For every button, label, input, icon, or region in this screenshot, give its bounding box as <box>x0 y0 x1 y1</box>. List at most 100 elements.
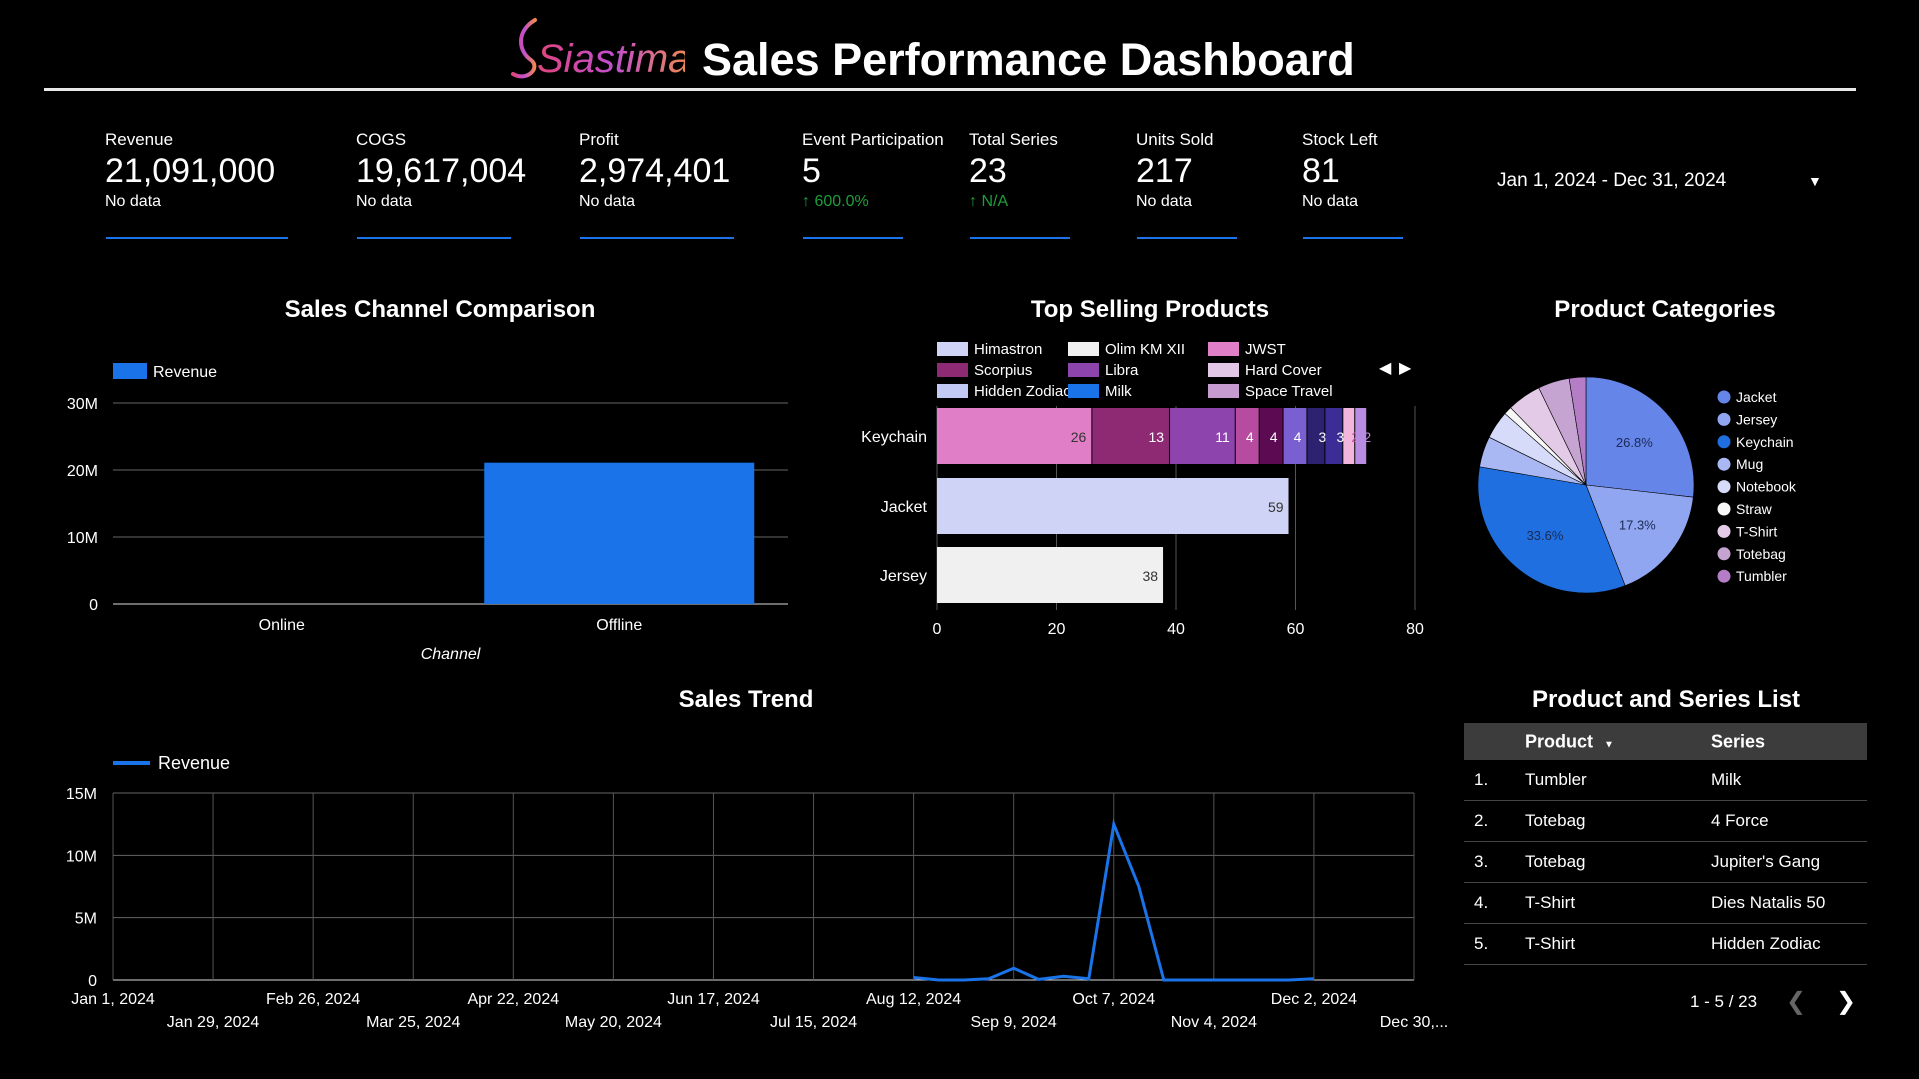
row-number: 4. <box>1474 893 1489 912</box>
x-tick-label: Offline <box>596 617 642 634</box>
kpi-stock-left: Stock Left 81 No data <box>1302 130 1403 239</box>
data-label: 2 <box>1363 429 1371 445</box>
kpi-value: 21,091,000 <box>105 152 276 190</box>
legend-label: JWST <box>1245 341 1286 358</box>
y-tick-label: 15M <box>66 786 97 803</box>
product-cell: Totebag <box>1525 852 1586 871</box>
x-tick-label: 0 <box>933 621 942 638</box>
x-tick-label: Jan 29, 2024 <box>167 1014 260 1031</box>
x-tick-label: 80 <box>1406 621 1424 638</box>
kpi-sparkline <box>357 237 511 239</box>
kpi-label: Revenue <box>105 130 174 149</box>
legend-label: Totebag <box>1736 546 1786 562</box>
y-tick-label: 0 <box>89 597 98 614</box>
kpi-value: 5 <box>802 152 821 190</box>
legend-dot <box>1717 524 1731 538</box>
table-row[interactable]: 4. T-Shirt Dies Natalis 50 <box>1464 883 1867 924</box>
legend-label: Straw <box>1736 501 1773 517</box>
legend-label: Keychain <box>1736 434 1794 450</box>
row-number: 2. <box>1474 811 1489 830</box>
table-row[interactable]: 3. Totebag Jupiter's Gang <box>1464 842 1867 883</box>
chevron-left-icon[interactable]: ❮ <box>1786 988 1807 1015</box>
legend-label: Jacket <box>1736 389 1777 405</box>
data-label: 59 <box>1268 499 1284 515</box>
list-title: Product and Series List <box>1531 686 1801 713</box>
x-tick-label: 40 <box>1167 621 1185 638</box>
kpi-comparison: No data <box>579 193 636 210</box>
x-tick-label: Apr 22, 2024 <box>467 991 559 1008</box>
table-row[interactable]: 1. Tumbler Milk <box>1464 760 1867 801</box>
legend-label: Milk <box>1105 383 1132 400</box>
legend-label: Libra <box>1105 362 1139 379</box>
kpi-sparkline <box>1303 237 1403 239</box>
legend-dot <box>1717 457 1731 471</box>
pie-slice-jersey <box>1585 484 1694 587</box>
legend-label: Hidden Zodiac <box>974 383 1071 400</box>
page-title: Sales Performance Dashboard <box>702 34 1355 85</box>
legend-label: Olim KM XII <box>1105 341 1185 358</box>
legend-swatch <box>1068 342 1099 356</box>
x-tick-label: May 20, 2024 <box>565 1014 662 1031</box>
product-cell: Totebag <box>1525 811 1586 830</box>
kpi-sparkline <box>106 237 288 239</box>
chevron-right-icon[interactable]: ❯ <box>1836 988 1857 1015</box>
slice-label: 17.3% <box>1619 518 1656 533</box>
table-row[interactable]: 5. T-Shirt Hidden Zodiac <box>1464 924 1867 965</box>
kpi-value: 19,617,004 <box>356 152 527 190</box>
kpi-value: 23 <box>969 152 1007 190</box>
kpi-label: Profit <box>579 130 619 149</box>
kpi-comparison: No data <box>1136 193 1193 210</box>
legend-label: Mug <box>1736 456 1763 472</box>
kpi-sparkline <box>1137 237 1237 239</box>
series-cell: Dies Natalis 50 <box>1711 893 1826 912</box>
legend-swatch <box>937 384 968 398</box>
legend-label: Space Travel <box>1245 383 1333 400</box>
legend-swatch-revenue <box>113 363 147 379</box>
pie-slice-tumbler <box>1568 376 1587 486</box>
pie-slice-keychain <box>1477 466 1626 594</box>
data-label: 4 <box>1270 429 1278 445</box>
product-cell: T-Shirt <box>1525 893 1576 912</box>
kpi-comparison: ↑ 600.0% <box>802 193 869 210</box>
legend-label: Notebook <box>1736 479 1797 495</box>
bar-segment <box>1092 408 1170 464</box>
table-header: Product ▼ Series <box>1464 723 1867 760</box>
product-cell: T-Shirt <box>1525 934 1576 953</box>
dropdown-caret-icon[interactable]: ▼ <box>1808 173 1822 189</box>
pagination-label: 1 - 5 / 23 <box>1690 992 1758 1011</box>
bar-segment <box>937 408 1092 464</box>
legend-swatch <box>1208 342 1239 356</box>
x-tick-label: Jul 15, 2024 <box>770 1014 857 1031</box>
kpi-comparison: No data <box>356 193 413 210</box>
kpi-comparison: No data <box>1302 193 1359 210</box>
legend-dot <box>1717 435 1731 449</box>
bar-segment <box>1343 408 1355 464</box>
kpi-sparkline <box>580 237 734 239</box>
header-divider <box>44 88 1856 91</box>
pie-slice-jacket <box>1585 376 1695 498</box>
bar-segment <box>1235 408 1259 464</box>
date-range-value[interactable]: Jan 1, 2024 - Dec 31, 2024 <box>1497 170 1727 191</box>
trend-title: Sales Trend <box>678 686 814 713</box>
column-header-series[interactable]: Series <box>1711 731 1766 751</box>
legend-label: Himastron <box>974 341 1042 358</box>
data-label: 3 <box>1336 429 1344 445</box>
sort-desc-icon[interactable]: ▼ <box>1604 739 1614 750</box>
y-tick-label: 10M <box>66 848 97 865</box>
kpi-units-sold: Units Sold 217 No data <box>1136 130 1237 239</box>
legend-label: T-Shirt <box>1736 523 1777 539</box>
y-tick-label: 0 <box>88 973 97 990</box>
data-label: 13 <box>1148 429 1164 445</box>
kpi-event-participation: Event Participation 5 ↑ 600.0% <box>802 130 944 239</box>
column-header-product[interactable]: Product ▼ <box>1525 731 1614 751</box>
data-label: 38 <box>1142 568 1158 584</box>
table-row[interactable]: 2. Totebag 4 Force <box>1464 801 1867 842</box>
series-cell: 4 Force <box>1711 811 1769 830</box>
y-tick-label: Keychain <box>861 429 927 446</box>
row-number: 1. <box>1474 770 1489 789</box>
legend-swatch <box>937 363 968 377</box>
data-label: 26 <box>1071 429 1087 445</box>
kpi-comparison: No data <box>105 193 162 210</box>
product-categories-chart: 26.8% 17.3% 33.6% Jacket Jersey Keychain Mug No… <box>1477 376 1797 594</box>
legend-next-icon: ▶ <box>1399 360 1412 377</box>
